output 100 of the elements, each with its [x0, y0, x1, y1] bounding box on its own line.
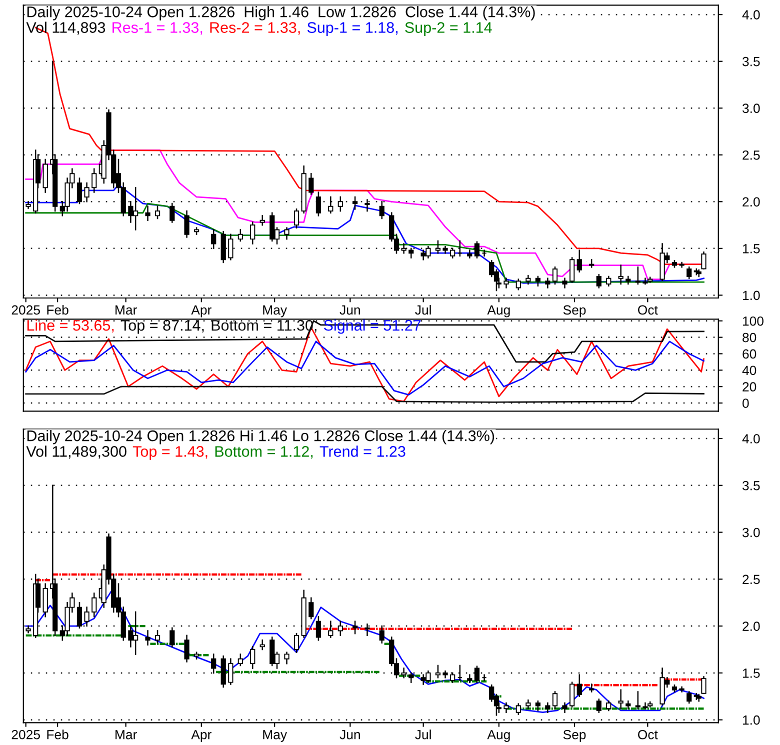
series-label: Line = 53.65, — [27, 320, 114, 333]
line-series — [25, 202, 704, 283]
candlestick — [570, 682, 575, 708]
y-tick-label: 1.5 — [742, 668, 760, 678]
line-series — [25, 386, 704, 403]
candlestick — [154, 630, 160, 644]
text: Vol 11,489,300 — [26, 446, 126, 459]
candlestick — [618, 264, 624, 285]
candlestick — [467, 674, 472, 683]
candlestick — [535, 700, 540, 712]
candlestick — [42, 583, 48, 618]
candlestick — [535, 276, 540, 286]
candlestick — [516, 278, 521, 290]
y-tick-label: 3.5 — [742, 480, 760, 490]
candlestick — [154, 206, 160, 220]
candlestick — [338, 620, 343, 636]
x-tick-label: Jul — [415, 304, 431, 315]
candlestick — [606, 700, 612, 712]
chart-title: Daily 2025-10-24 Open 1.2826 Hi 1.46 Lo 1.2826 Close 1.44 (14.3%) — [27, 430, 494, 444]
x-tick-label: May — [263, 305, 288, 318]
chart-title: Daily 2025-10-24 Open 1.2826 High 1.46 Low 1.2826 Close 1.44 (14.3%) — [27, 6, 535, 20]
candlestick — [552, 691, 558, 710]
y-tick-label: 60 — [742, 349, 756, 359]
candlestick — [467, 250, 472, 258]
y-tick-label: 2.0 — [742, 197, 760, 207]
y-tick-label: 2.5 — [742, 574, 760, 584]
candlestick — [260, 215, 265, 226]
text: Res-1 = 1.33, — [112, 22, 202, 35]
candlestick — [562, 702, 568, 713]
candlestick — [545, 278, 550, 288]
candlestick — [308, 597, 314, 620]
text: Sup-1 = 1.18, — [307, 22, 398, 36]
candlestick — [576, 250, 582, 272]
candlestick — [552, 266, 558, 285]
candlestick — [338, 196, 343, 212]
y-tick-label: 2.0 — [742, 622, 760, 631]
candlestick — [250, 222, 256, 244]
x-tick-label: Sep — [563, 305, 586, 318]
x-tick-label: Jul — [415, 730, 431, 740]
candlestick — [352, 196, 358, 210]
x-tick-label: Jun — [340, 305, 360, 315]
candlestick — [435, 664, 441, 678]
candlestick — [238, 654, 243, 666]
x-tick-label: May — [263, 730, 288, 742]
candlestick — [686, 691, 692, 704]
candlestick — [618, 689, 624, 710]
candlestick — [238, 229, 243, 242]
x-tick-label: Feb — [47, 304, 68, 315]
y-tick-label: 0 — [742, 398, 749, 408]
y-tick-label: 1.0 — [742, 715, 760, 725]
line-series — [25, 590, 704, 714]
x-tick-label: Apr — [191, 305, 212, 318]
candlestick — [316, 616, 322, 641]
candlestick — [562, 278, 568, 288]
candlestick — [504, 702, 509, 713]
candlestick — [596, 274, 602, 288]
candlestick — [294, 632, 300, 653]
y-tick-label: 2.5 — [742, 150, 760, 160]
y-tick-label: 20 — [742, 382, 756, 392]
candlestick — [250, 646, 256, 669]
candlestick — [184, 210, 190, 238]
candlestick — [92, 592, 97, 618]
y-tick-label: 1.5 — [742, 244, 760, 254]
candlestick — [145, 206, 150, 221]
candlestick — [545, 702, 550, 713]
text: Trend = 1.23 — [320, 446, 406, 457]
candlestick — [260, 640, 265, 650]
x-tick-label: 2025 — [12, 730, 40, 740]
candlestick — [284, 227, 290, 240]
y-tick-label: 1.0 — [742, 290, 760, 300]
candlestick — [42, 158, 48, 193]
y-tick-label: 3.0 — [742, 528, 760, 538]
candlestick — [701, 252, 706, 270]
candlestick — [170, 627, 175, 648]
candlestick — [701, 676, 706, 694]
candlestick — [294, 208, 300, 228]
series-label: Top = 87.14, — [120, 320, 204, 334]
candlestick — [626, 276, 631, 285]
x-tick-label: Jun — [340, 730, 360, 740]
candlestick — [442, 670, 448, 678]
x-tick-label: Mar — [116, 730, 137, 740]
candlestick — [316, 192, 322, 216]
text: Res-2 = 1.33, — [210, 22, 300, 35]
candlestick — [504, 278, 509, 288]
x-tick-label: Apr — [191, 730, 212, 742]
text: Vol 114,893 — [26, 22, 106, 35]
candlestick — [184, 634, 190, 662]
candlestick — [516, 703, 521, 715]
text: Top = 1.43, — [132, 446, 208, 460]
candlestick — [570, 257, 575, 283]
candlestick — [435, 240, 441, 254]
candlestick — [145, 630, 150, 646]
x-tick-label: Feb — [47, 730, 68, 740]
y-tick-label: 4.0 — [742, 10, 760, 20]
text: Bottom = 1.12, — [215, 446, 313, 459]
y-tick-label: 3.0 — [742, 104, 760, 114]
y-tick-label: 40 — [742, 366, 756, 376]
candlestick — [596, 698, 602, 713]
candlestick — [308, 172, 314, 195]
x-tick-label: Oct — [638, 305, 658, 315]
